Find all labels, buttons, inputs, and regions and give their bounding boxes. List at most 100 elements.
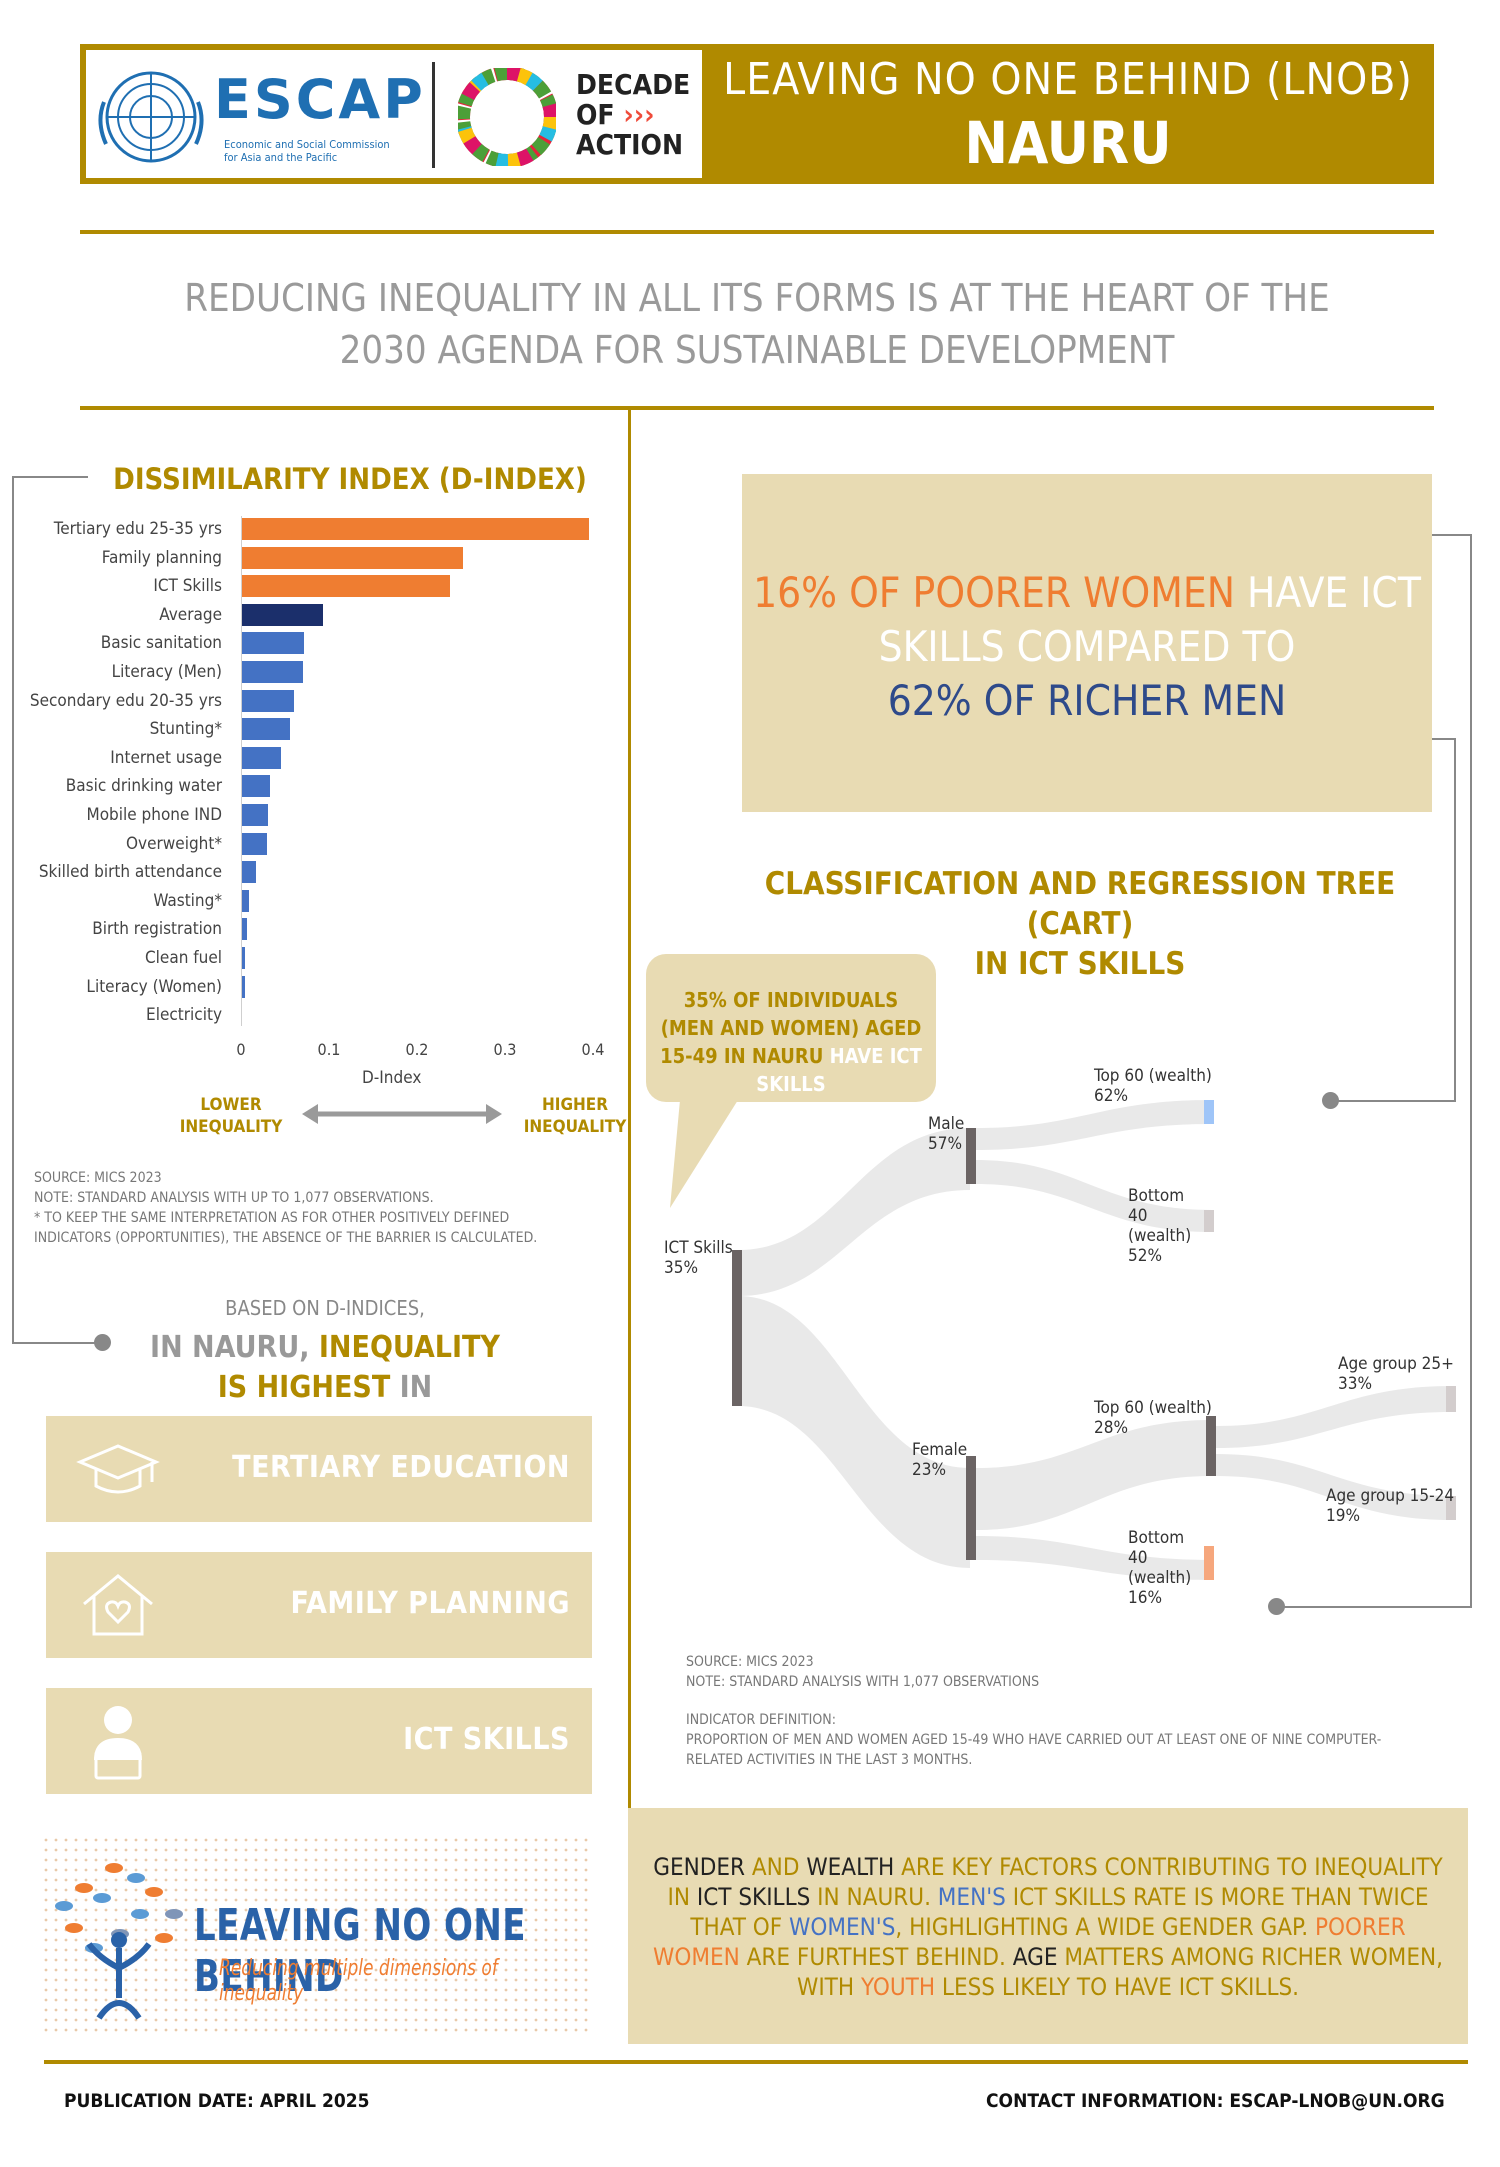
- connector-dot: [1268, 1598, 1285, 1615]
- bar: [241, 975, 245, 998]
- bracket-dot: [94, 1334, 111, 1351]
- bracket-line: [12, 476, 88, 478]
- cart-title: CLASSIFICATION AND REGRESSION TREE (CART…: [764, 866, 1396, 982]
- bar-category-label: Birth registration: [92, 919, 222, 940]
- bar-category-label: Basic sanitation: [100, 633, 222, 654]
- lnob-logo-title: LEAVING NO ONE BEHIND: [194, 1900, 526, 2002]
- connector-line: [1332, 1100, 1456, 1102]
- graduation-cap-icon: [76, 1444, 160, 1494]
- cart-label-female-bottom: Bottom 40 (wealth) 16%: [1128, 1528, 1192, 1608]
- bar-category-label: Mobile phone IND: [86, 805, 223, 825]
- sdg-wheel-icon: [458, 68, 556, 166]
- cart-node-female-top: [1206, 1416, 1216, 1476]
- divider-top: [80, 230, 1434, 234]
- highest-item-label: TERTIARY EDUCATION: [232, 1450, 570, 1485]
- lnob-logo: LEAVING NO ONE BEHIND Reducing multiple …: [44, 1838, 588, 2036]
- summary-text: GENDER AND WEALTH ARE KEY FACTORS CONTRI…: [653, 1853, 1443, 2001]
- header-country: NAURU: [964, 109, 1172, 177]
- header-logo-panel: ESCAP Economic and Social Commission for …: [80, 44, 702, 184]
- divider-bottom: [44, 2060, 1468, 2064]
- header-title: LEAVING NO ONE BEHIND (LNOB): [723, 54, 1413, 105]
- highest-item-tertiary-education: TERTIARY EDUCATION: [46, 1416, 592, 1522]
- cart-node-age-25: [1446, 1386, 1456, 1412]
- cart-label-male-bottom: Bottom 40 (wealth) 52%: [1128, 1186, 1192, 1266]
- bar: [241, 518, 589, 540]
- cart-node-female-bottom: [1204, 1546, 1214, 1580]
- cart-label-female: Female 23%: [912, 1440, 968, 1480]
- summary-panel: GENDER AND WEALTH ARE KEY FACTORS CONTRI…: [628, 1808, 1468, 2044]
- x-tick-label: 0.1: [317, 1040, 341, 1059]
- decade-of-action-wordmark: DECADE OF ››› ACTION: [576, 68, 691, 161]
- connector-line: [1432, 534, 1472, 536]
- divider-mid: [80, 406, 1434, 410]
- x-tick-label: 0.4: [581, 1040, 605, 1059]
- connector-line: [1454, 738, 1456, 1102]
- bar-category-label: Electricity: [146, 1005, 222, 1026]
- publication-date: PUBLICATION DATE: APRIL 2025: [64, 2090, 370, 2112]
- escap-wordmark: ESCAP: [214, 68, 426, 131]
- person-laptop-icon: [94, 1706, 142, 1780]
- bar-category-label: Average: [159, 604, 222, 625]
- highest-item-ict-skills: ICT SKILLS: [46, 1688, 592, 1794]
- bar-category-label: Tertiary edu 25-35 yrs: [53, 519, 222, 539]
- bar: [241, 661, 304, 683]
- bar-category-label: Stunting*: [149, 719, 222, 740]
- cart-label-female-top: Top 60 (wealth) 28%: [1094, 1398, 1212, 1438]
- connector-line: [1470, 534, 1472, 1606]
- highest-heading: IN NAURU, INEQUALITY IS HIGHEST IN: [150, 1330, 500, 1405]
- speech-bubble: 35% OF INDIVIDUALS (MEN AND WOMEN) AGED …: [646, 954, 936, 1102]
- x-tick-label: 0.3: [493, 1040, 517, 1059]
- bar-category-label: Overweight*: [126, 833, 222, 854]
- un-emblem-icon: [98, 71, 204, 163]
- bar-category-label: Clean fuel: [144, 948, 222, 968]
- cart-node-female: [966, 1456, 976, 1560]
- cart-node-male-bottom: [1204, 1210, 1214, 1232]
- bar-category-label: Skilled birth attendance: [38, 862, 222, 883]
- bracket-line: [12, 476, 14, 1342]
- bar: [241, 718, 291, 741]
- cart-node-male: [966, 1128, 976, 1184]
- inequality-arrow-icon: [302, 1104, 502, 1124]
- cart-node-root: [732, 1250, 742, 1406]
- cart-label-age-15: Age group 15-24 19%: [1326, 1486, 1455, 1526]
- column-divider: [628, 406, 631, 1810]
- house-heart-icon: [83, 1574, 153, 1636]
- bar-category-label: Family planning: [101, 547, 222, 568]
- cart-notes: SOURCE: MICS 2023 NOTE: STANDARD ANALYSI…: [686, 1654, 1382, 1768]
- bar: [241, 861, 256, 884]
- highest-intro: BASED ON D-INDICES,: [225, 1296, 425, 1320]
- bar-category-label: Basic drinking water: [65, 776, 222, 797]
- bar: [241, 575, 451, 598]
- bar: [241, 832, 267, 855]
- cart-tree-diagram: [732, 1100, 1456, 1580]
- cart-label-male-top: Top 60 (wealth) 62%: [1094, 1066, 1212, 1106]
- bar: [241, 918, 248, 941]
- escap-full-name: Economic and Social Commission for Asia a…: [224, 138, 390, 164]
- cart-label-root: ICT Skills 35%: [664, 1238, 733, 1278]
- lower-inequality-label: LOWER INEQUALITY: [179, 1095, 283, 1137]
- cart-node-age-15: [1446, 1496, 1456, 1520]
- bar-category-label: ICT Skills: [153, 576, 222, 597]
- bar-category-label: Literacy (Women): [86, 976, 222, 997]
- bar-category-label: Wasting*: [153, 890, 222, 911]
- bar: [241, 546, 463, 569]
- chart-title: DISSIMILARITY INDEX (D-INDEX): [113, 462, 587, 496]
- connector-line: [1278, 1606, 1472, 1608]
- tagline: REDUCING INEQUALITY IN ALL ITS FORMS IS …: [184, 276, 1330, 372]
- header-title-panel: LEAVING NO ONE BEHIND (LNOB) NAURU: [702, 44, 1434, 184]
- dot-pattern-background: [44, 1838, 588, 2036]
- bar: [241, 889, 249, 912]
- x-tick-label: 0: [236, 1040, 246, 1059]
- cart-label-age-25: Age group 25+ 33%: [1338, 1354, 1454, 1394]
- bracket-line: [12, 1342, 100, 1344]
- bar: [241, 804, 269, 826]
- bar: [241, 746, 282, 769]
- x-tick-label: 0.2: [405, 1040, 429, 1059]
- connector-dot: [1322, 1092, 1339, 1109]
- bar: [241, 689, 294, 712]
- connector-line: [1432, 738, 1456, 740]
- bar: [241, 775, 271, 798]
- bar-category-label: Secondary edu 20-35 yrs: [29, 690, 222, 711]
- bar: [241, 947, 246, 969]
- bar-category-label: Internet usage: [110, 747, 222, 768]
